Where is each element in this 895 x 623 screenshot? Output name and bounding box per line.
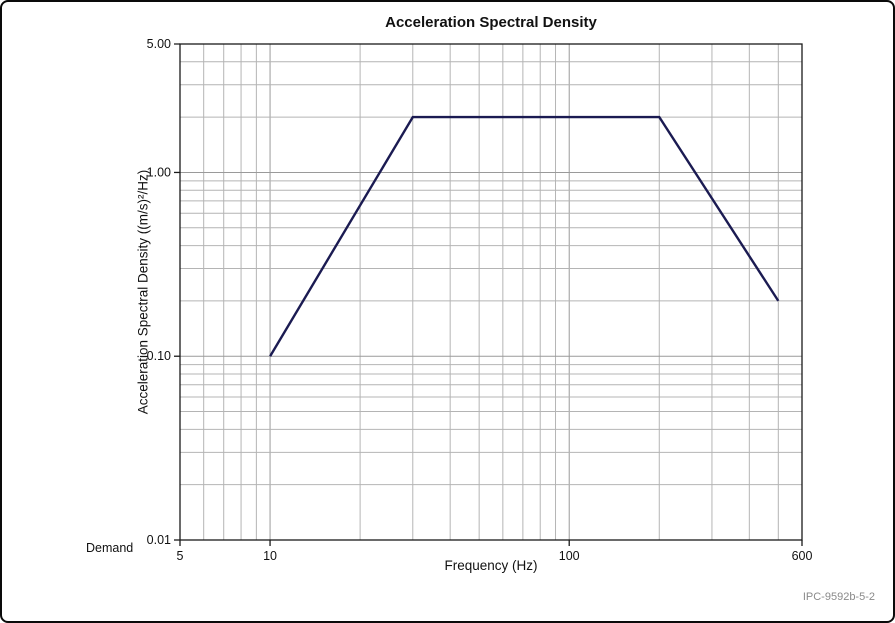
chart-title: Acceleration Spectral Density (385, 14, 597, 31)
figure-code: IPC-9592b-5-2 (802, 591, 875, 603)
legend-label-demand: Demand (86, 541, 134, 555)
y-tick-label: 1.00 (147, 165, 171, 179)
y-tick-label: 0.01 (147, 533, 171, 547)
plot-border (179, 43, 803, 541)
y-tick-label: 0.10 (147, 349, 171, 363)
y-tick-label: 5.00 (147, 37, 171, 51)
x-tick-label: 600 (792, 549, 813, 563)
x-axis-label: Frequency (Hz) (444, 558, 538, 573)
tick-labels: 5 10 100 600 5.00 1.00 0.10 0.01 (147, 37, 813, 563)
x-tick-label: 100 (559, 549, 580, 563)
grid-lines (179, 43, 803, 541)
tick-marks (174, 43, 803, 546)
y-axis-label: Acceleration Spectral Density ((m/s)²/Hz… (135, 169, 151, 415)
series-line-demand (269, 115, 780, 357)
x-tick-label: 10 (263, 549, 277, 563)
x-tick-label: 5 (177, 549, 184, 563)
